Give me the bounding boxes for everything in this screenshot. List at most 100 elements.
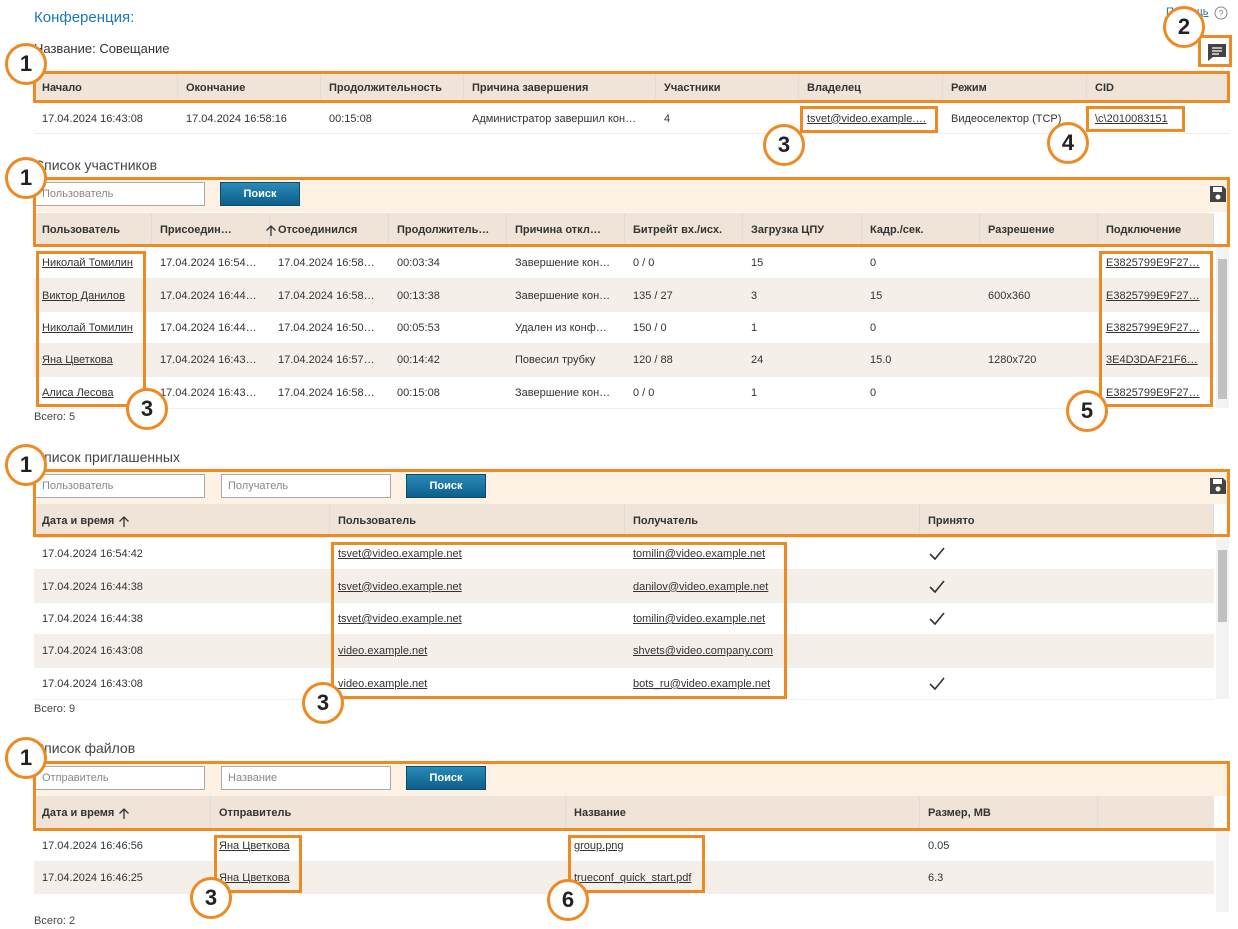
search-input[interactable]: Пользователь — [35, 182, 205, 206]
table-row — [34, 602, 1214, 636]
cell-link[interactable]: E3825799E9F27… — [1106, 257, 1200, 270]
table-cell: 17.04.2024 16:46:25 — [42, 872, 143, 884]
check-icon — [928, 579, 946, 595]
column-header[interactable]: Разрешение — [980, 213, 1098, 247]
cell-link[interactable]: Николай Томилин — [42, 321, 133, 334]
column-header[interactable]: Дата и время — [34, 504, 330, 538]
cell-link[interactable]: Яна Цветкова — [219, 872, 290, 884]
cell-link[interactable]: tomilin@video.example.net — [633, 548, 766, 561]
callout-number: 1 — [5, 43, 47, 85]
table-row — [34, 311, 1214, 345]
table-cell: 17.04.2024 16:58… — [278, 386, 375, 399]
table-cell: 0 — [870, 386, 877, 399]
column-header[interactable]: Присоедин… — [152, 213, 270, 247]
cell-link[interactable]: E3825799E9F27… — [1106, 386, 1200, 399]
table-header — [34, 796, 1214, 830]
column-header[interactable]: Причина откл… — [507, 213, 625, 247]
svg-text:?: ? — [1218, 9, 1223, 19]
table-cell: 17.04.2024 16:54:42 — [42, 548, 143, 561]
cell-link[interactable]: group.png — [574, 840, 624, 852]
sort-icon — [118, 807, 130, 819]
conference-title: Конференция: — [34, 9, 135, 26]
search-input[interactable]: Название — [221, 766, 391, 790]
search-button[interactable]: Поиск — [406, 474, 486, 498]
table-cell: 17.04.2024 16:44:38 — [42, 580, 143, 593]
column-header[interactable]: Отсоединился — [270, 213, 389, 247]
cell-link[interactable]: bots_ru@video.example.net — [633, 677, 771, 690]
table-cell: 00:13:38 — [397, 289, 440, 302]
callout-number: 1 — [5, 444, 47, 486]
table-cell: 17.04.2024 16:58:16 — [186, 112, 287, 125]
column-header[interactable]: Продолжительность — [321, 72, 464, 103]
cell-link[interactable]: E3825799E9F27… — [1106, 289, 1200, 302]
cell-link[interactable]: \c\2010083151 — [1095, 112, 1168, 125]
cell-link[interactable]: tsvet@video.example.net — [338, 580, 462, 593]
table-cell: 17.04.2024 16:44… — [160, 289, 257, 302]
column-header[interactable]: Пользователь — [34, 213, 152, 247]
column-header[interactable]: Владелец — [799, 72, 943, 103]
column-header[interactable]: Окончание — [178, 72, 321, 103]
column-header[interactable]: Название — [566, 796, 920, 830]
highlight-box — [36, 251, 146, 407]
cell-link[interactable]: video.example.net — [338, 645, 428, 658]
column-header[interactable]: Дата и время — [34, 796, 211, 830]
column-header[interactable]: Причина завершения — [464, 72, 656, 103]
table-cell: 17.04.2024 16:44… — [160, 321, 257, 334]
callout-number: 3 — [763, 124, 805, 166]
table-cell: Повесил трубку — [515, 354, 596, 367]
column-header[interactable]: Получатель — [625, 504, 920, 538]
column-header[interactable]: Битрейт вх./исх. — [625, 213, 743, 247]
search-input[interactable]: Отправитель — [35, 766, 205, 790]
cell-link[interactable]: Виктор Данилов — [42, 289, 125, 302]
column-header[interactable]: Принято — [920, 504, 1214, 538]
column-header[interactable]: Режим — [943, 72, 1087, 103]
column-header[interactable]: Продолжитель… — [389, 213, 507, 247]
cell-link[interactable]: danilov@video.example.net — [633, 580, 769, 593]
table-cell: 17.04.2024 16:46:56 — [42, 840, 143, 852]
cell-link[interactable]: video.example.net — [338, 677, 428, 690]
cell-link[interactable]: Алиса Лесова — [42, 386, 114, 399]
table-cell: 135 / 27 — [633, 289, 673, 302]
column-header[interactable]: Размер, MB — [920, 796, 1098, 830]
cell-link[interactable]: tsvet@video.example.… — [807, 112, 927, 125]
search-button[interactable]: Поиск — [220, 182, 300, 206]
table-cell: 0 / 0 — [633, 386, 655, 399]
table-cell: 17.04.2024 16:50… — [278, 321, 375, 334]
check-icon — [928, 676, 946, 692]
column-header[interactable]: Подключение — [1098, 213, 1214, 247]
table-cell: 1280x720 — [988, 354, 1037, 367]
cell-link[interactable]: tsvet@video.example.net — [338, 548, 462, 561]
cell-link[interactable]: tomilin@video.example.net — [633, 612, 766, 625]
column-header[interactable]: Пользователь — [330, 504, 625, 538]
cell-link[interactable]: trueconf_quick_start.pdf — [574, 872, 692, 884]
save-icon — [1209, 185, 1227, 203]
table-cell: 0 — [870, 257, 877, 270]
conference-name: Название: Совещание — [34, 41, 170, 56]
scrollbar — [1216, 830, 1229, 912]
cell-link[interactable]: Яна Цветкова — [42, 354, 113, 367]
search-button[interactable]: Поиск — [406, 766, 486, 790]
table-cell: 17.04.2024 16:43:08 — [42, 677, 143, 690]
column-header[interactable]: Загрузка ЦПУ — [743, 213, 862, 247]
cell-link[interactable]: 3E4D3DAF21F6… — [1106, 354, 1198, 367]
callout-number: 2 — [1163, 6, 1205, 48]
search-input[interactable]: Пользователь — [35, 474, 205, 498]
column-header[interactable]: Начало — [34, 72, 178, 103]
table-cell: 17.04.2024 16:43… — [160, 354, 257, 367]
callout-number: 6 — [547, 879, 589, 921]
column-header[interactable]: Кадр./сек. — [862, 213, 980, 247]
cell-link[interactable]: Яна Цветкова — [219, 840, 290, 852]
cell-link[interactable]: tsvet@video.example.net — [338, 612, 462, 625]
table-cell: Завершение кон… — [515, 289, 611, 302]
table-cell: 00:15:08 — [397, 386, 440, 399]
cell-link[interactable]: Николай Томилин — [42, 257, 133, 270]
column-header[interactable]: Участники — [656, 72, 799, 103]
highlight-box — [33, 761, 1230, 831]
table-cell: 0.05 — [928, 840, 950, 852]
cell-link[interactable]: shvets@video.company.com — [633, 645, 773, 658]
scrollbar-thumb — [1218, 550, 1227, 622]
column-header[interactable]: Отправитель — [211, 796, 566, 830]
callout-number: 5 — [1066, 390, 1108, 432]
cell-link[interactable]: E3825799E9F27… — [1106, 321, 1200, 334]
search-input[interactable]: Получатель — [221, 474, 391, 498]
